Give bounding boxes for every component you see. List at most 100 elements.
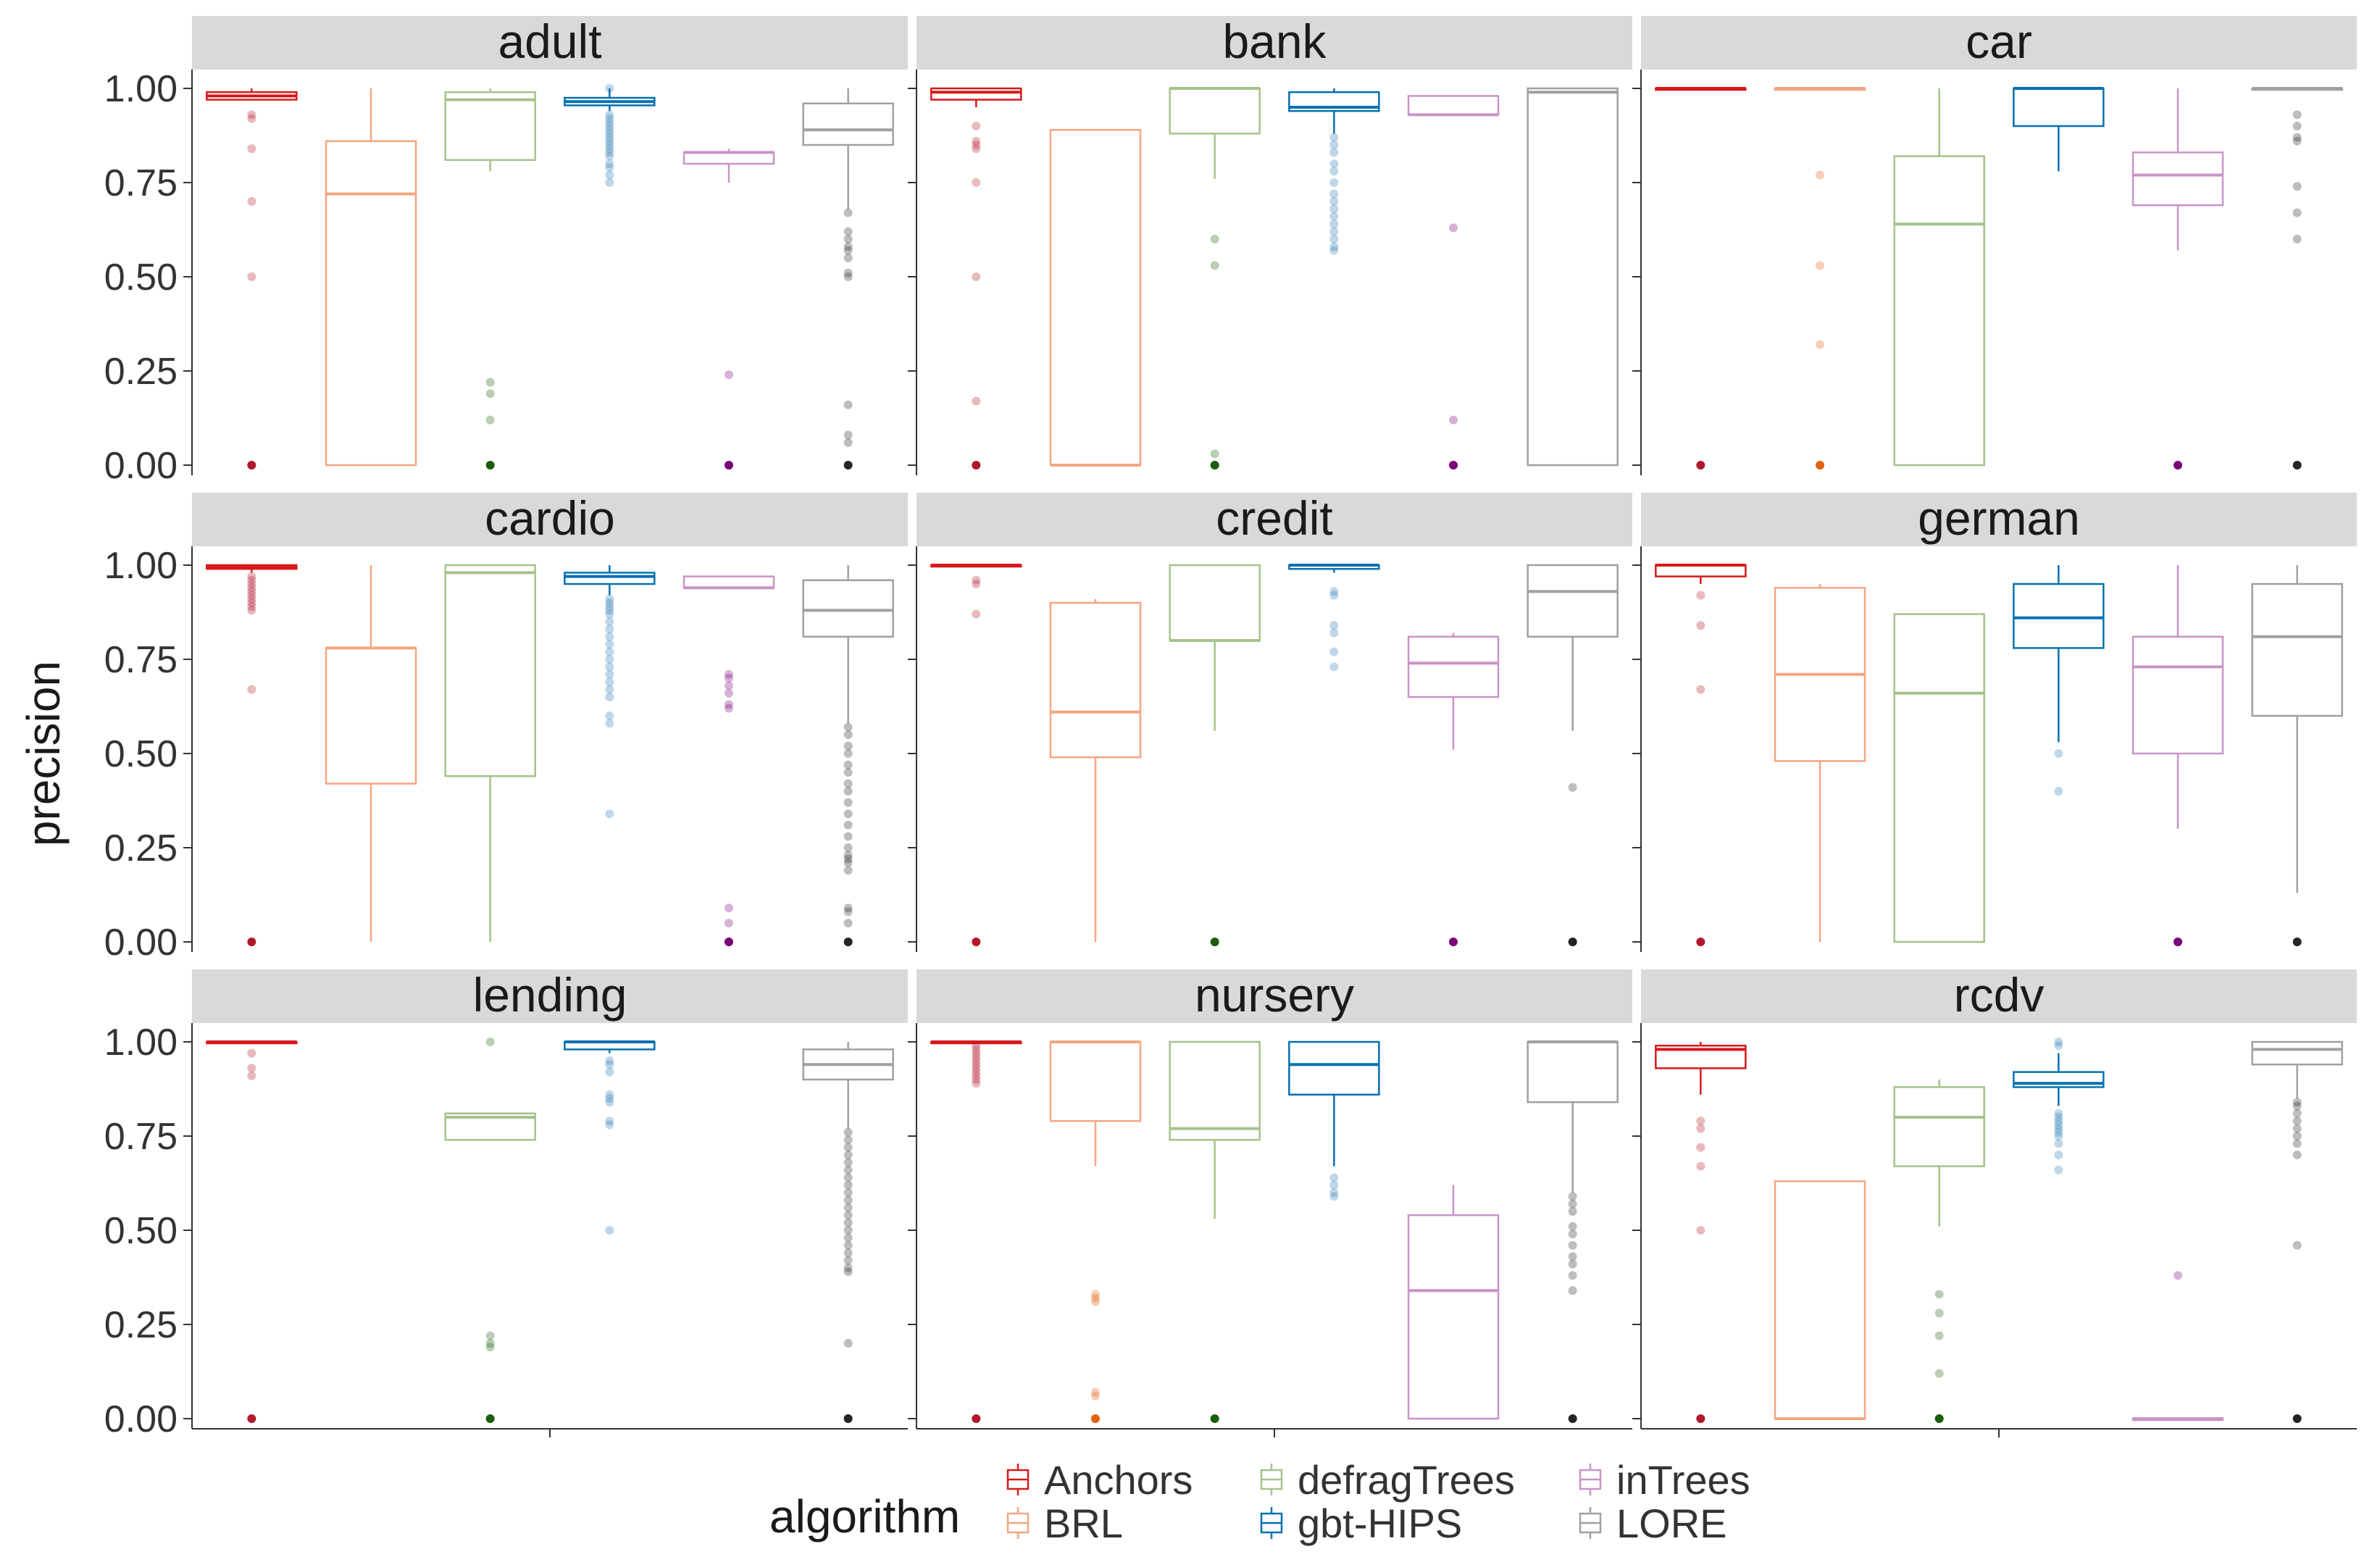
outlier-point (843, 1195, 853, 1205)
box-iqr (682, 575, 775, 589)
box-credit-inTrees (1407, 633, 1500, 946)
y-tick-label: 0.25 (104, 351, 178, 393)
outlier-point (843, 1256, 853, 1265)
outlier-point (843, 1267, 853, 1277)
outlier-point (605, 1060, 614, 1069)
outlier-point (843, 832, 853, 841)
outlier-point (247, 272, 256, 281)
outlier-point (2054, 1124, 2063, 1133)
box-iqr (1169, 87, 1261, 135)
outlier-point (843, 1233, 853, 1243)
outlier-point (843, 854, 853, 864)
outlier-point (1568, 1271, 1577, 1280)
outlier-point (2174, 1271, 2182, 1280)
outlier-point (247, 197, 256, 206)
outlier-point (843, 1264, 853, 1272)
outlier-point (1568, 1286, 1577, 1295)
outlier-point (843, 1151, 853, 1159)
outlier-point (247, 594, 256, 604)
outlier-point (972, 1045, 981, 1054)
outlier-point (247, 114, 256, 123)
y-tick-label: 0.75 (104, 1116, 178, 1158)
outlier-point (972, 122, 981, 130)
outlier-point (1210, 1414, 1219, 1423)
strip-lending (192, 969, 908, 1023)
strip-cardio (192, 493, 908, 546)
outlier-point (605, 685, 614, 694)
outlier-point (605, 122, 614, 130)
box-credit-BRL (1049, 598, 1142, 942)
box-rcdv-LORE (2251, 1040, 2343, 1423)
outlier-point (605, 602, 614, 612)
outlier-point (1329, 587, 1339, 596)
outlier-point (1329, 621, 1339, 630)
outlier-point (605, 133, 614, 142)
outlier-point (2054, 787, 2063, 796)
box-cardio-LORE (802, 565, 894, 946)
outlier-point (605, 163, 614, 172)
box-adult-Anchors (206, 88, 298, 470)
outlier-point (1329, 590, 1339, 600)
box-iqr (802, 579, 894, 638)
box-german-defragTrees (1893, 613, 1985, 943)
outlier-point (843, 741, 853, 751)
outlier-point (1329, 1192, 1339, 1201)
outlier-point (1329, 212, 1339, 221)
outlier-point (1449, 461, 1458, 470)
box-iqr (444, 91, 536, 162)
outlier-point (843, 938, 853, 946)
box-rcdv-Anchors (1655, 1042, 1747, 1423)
outlier-point (605, 711, 614, 720)
box-cardio-inTrees (682, 575, 775, 946)
outlier-point (247, 144, 256, 154)
outlier-point (1210, 938, 1219, 946)
outlier-point (972, 136, 981, 146)
outlier-point (1329, 159, 1339, 168)
outlier-point (1934, 1369, 1944, 1378)
outlier-point (2292, 1098, 2302, 1107)
box-iqr (2131, 635, 2224, 755)
outlier-point (1091, 1414, 1100, 1423)
outlier-point (972, 1071, 981, 1080)
outlier-point (2292, 1132, 2302, 1140)
outlier-point (605, 693, 614, 701)
outlier-point (2054, 1151, 2063, 1159)
outlier-point (1210, 261, 1219, 270)
outlier-point (605, 141, 614, 149)
outlier-point (605, 110, 614, 120)
outlier-point (1696, 590, 1705, 600)
outlier-point (247, 461, 256, 470)
outlier-point (1329, 647, 1339, 656)
box-iqr (1893, 155, 1985, 467)
outlier-point (2054, 1038, 2063, 1046)
outlier-point (605, 125, 614, 135)
box-lending-defragTrees (444, 1038, 536, 1423)
legend-label: LORE (1616, 1501, 1727, 1546)
outlier-point (605, 151, 614, 161)
outlier-point (605, 640, 614, 649)
outlier-point (247, 587, 256, 596)
outlier-point (1091, 1290, 1100, 1299)
outlier-point (725, 903, 733, 913)
box-nursery-BRL (1049, 1040, 1142, 1423)
outlier-point (605, 669, 614, 679)
outlier-point (1329, 246, 1339, 255)
outlier-point (1329, 220, 1339, 229)
box-iqr (1655, 564, 1747, 577)
outlier-point (2292, 235, 2302, 243)
outlier-point (972, 1041, 981, 1051)
outlier-point (2054, 1132, 2063, 1140)
box-adult-LORE (802, 88, 894, 470)
outlier-point (485, 1343, 495, 1352)
outlier-point (972, 580, 981, 588)
outlier-point (605, 647, 614, 656)
outlier-point (605, 1226, 614, 1235)
box-iqr (1169, 1040, 1261, 1141)
box-credit-LORE (1527, 564, 1619, 946)
outlier-point (843, 903, 853, 913)
outlier-point (485, 415, 495, 425)
outlier-point (485, 1038, 495, 1046)
box-iqr (2013, 583, 2105, 649)
outlier-point (725, 704, 733, 713)
